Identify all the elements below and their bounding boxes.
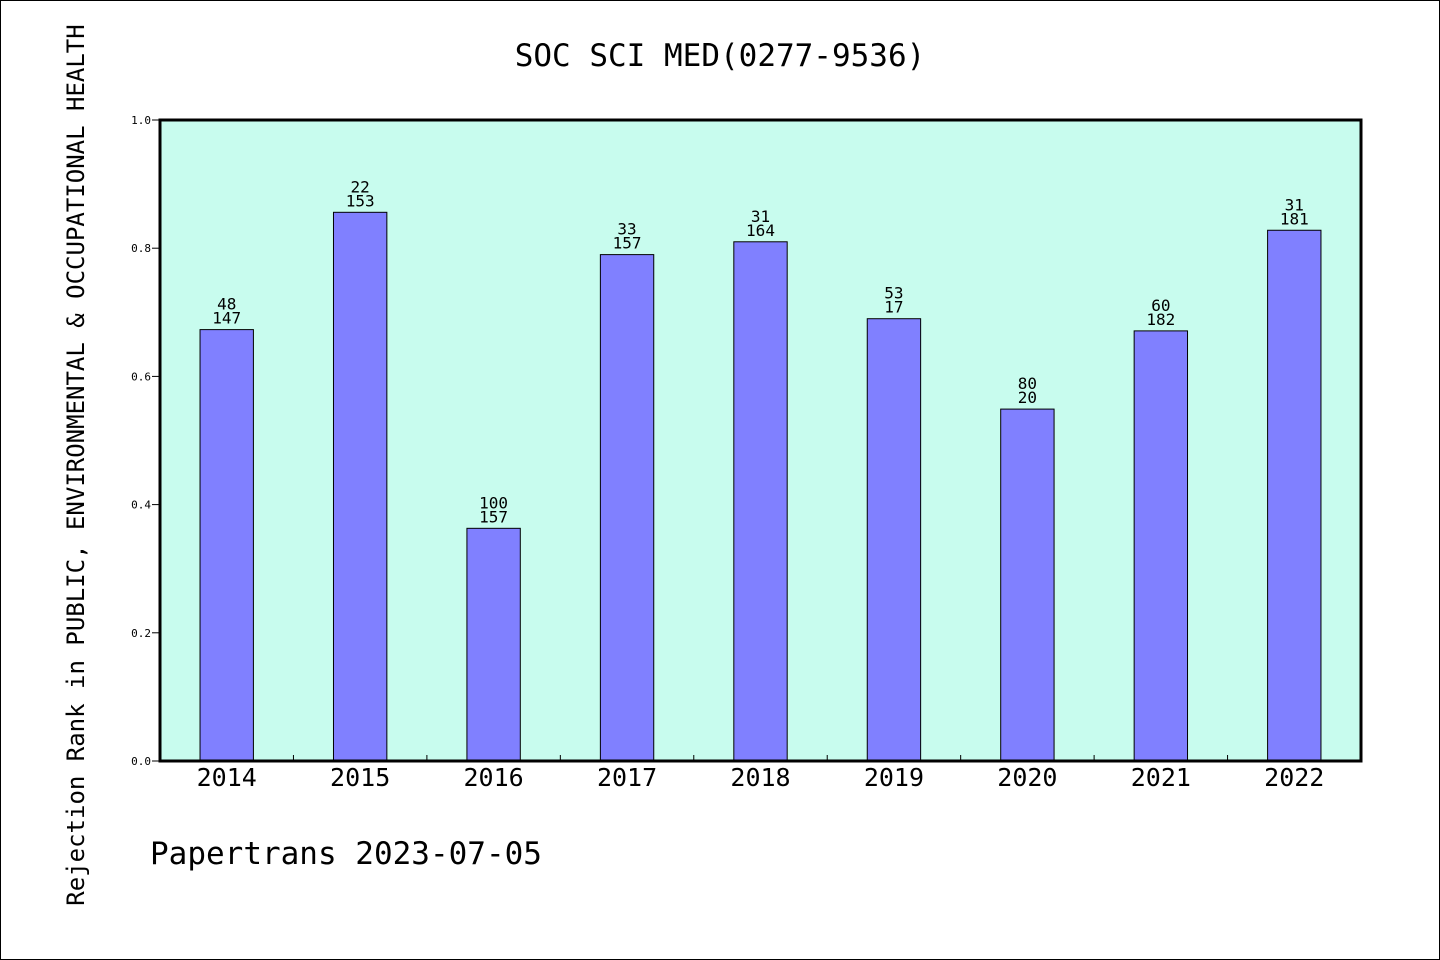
bar-label-top-2021: 60 [1151, 296, 1170, 315]
y-tick-label: 0.4 [131, 499, 151, 512]
x-tick-label-2022: 2022 [1264, 763, 1324, 792]
x-tick-label-2017: 2017 [597, 763, 657, 792]
y-tick-label: 0.0 [131, 755, 151, 768]
x-tick-label-2016: 2016 [464, 763, 524, 792]
bar-labels-group: 4814722153100157331573116453178020601823… [212, 177, 1308, 526]
bar-2021 [1133, 330, 1189, 762]
bar-2018 [733, 241, 788, 762]
y-axis-label: Rejection Rank in PUBLIC, ENVIRONMENTAL … [62, 24, 90, 905]
x-tick-label-2020: 2020 [997, 763, 1057, 792]
bars-group [199, 211, 1322, 762]
bar-label-bottom-2021: 182 [1146, 310, 1175, 329]
bar-label-top-2016: 100 [479, 493, 508, 512]
footer-text: Papertrans 2023-07-05 [150, 836, 542, 872]
bar-label-top-2014: 48 [217, 295, 236, 314]
x-tick-label-2019: 2019 [864, 763, 924, 792]
bar-2020 [1000, 408, 1055, 762]
bar-2022 [1267, 229, 1322, 762]
y-tick-label: 1.0 [131, 114, 151, 127]
bar-2017 [599, 254, 655, 762]
bar-label-bottom-2014: 147 [212, 309, 241, 328]
bar-label-top-2020: 80 [1018, 374, 1037, 393]
bar-label-bottom-2017: 157 [613, 234, 642, 253]
bar-label-bottom-2019: 17 [884, 298, 903, 317]
bar-label-top-2015: 22 [351, 177, 370, 196]
bar-label-top-2019: 53 [884, 284, 903, 303]
bar-2016 [466, 527, 521, 762]
chart-title: SOC SCI MED(0277-9536) [515, 38, 926, 74]
bar-label-bottom-2015: 153 [346, 191, 375, 210]
bar-2019 [866, 318, 922, 762]
bar-2015 [332, 211, 388, 762]
x-tick-label-2015: 2015 [330, 763, 390, 792]
plot-border [158, 118, 1363, 763]
bar-label-bottom-2020: 20 [1018, 388, 1037, 407]
x-tick-label-2014: 2014 [197, 763, 257, 792]
x-axis: 2014 2015 2016 2017 2018 2019 2020 2021 2022 [197, 755, 1324, 792]
bar-label-top-2017: 33 [617, 220, 636, 239]
bar-2014 [199, 329, 254, 762]
bar-label-top-2018: 31 [751, 207, 770, 226]
y-axis: 0.0 0.2 0.4 0.6 0.8 1.0 [131, 114, 160, 768]
y-tick-label: 0.8 [131, 242, 151, 255]
x-tick-label-2021: 2021 [1131, 763, 1191, 792]
y-tick-label: 0.2 [131, 627, 151, 640]
bar-label-bottom-2016: 157 [479, 507, 508, 526]
bar-label-top-2022: 31 [1285, 195, 1304, 214]
y-tick-label: 0.6 [131, 370, 151, 383]
bar-label-bottom-2018: 164 [746, 221, 775, 240]
bar-label-bottom-2022: 181 [1280, 209, 1309, 228]
x-tick-label-2018: 2018 [730, 763, 790, 792]
